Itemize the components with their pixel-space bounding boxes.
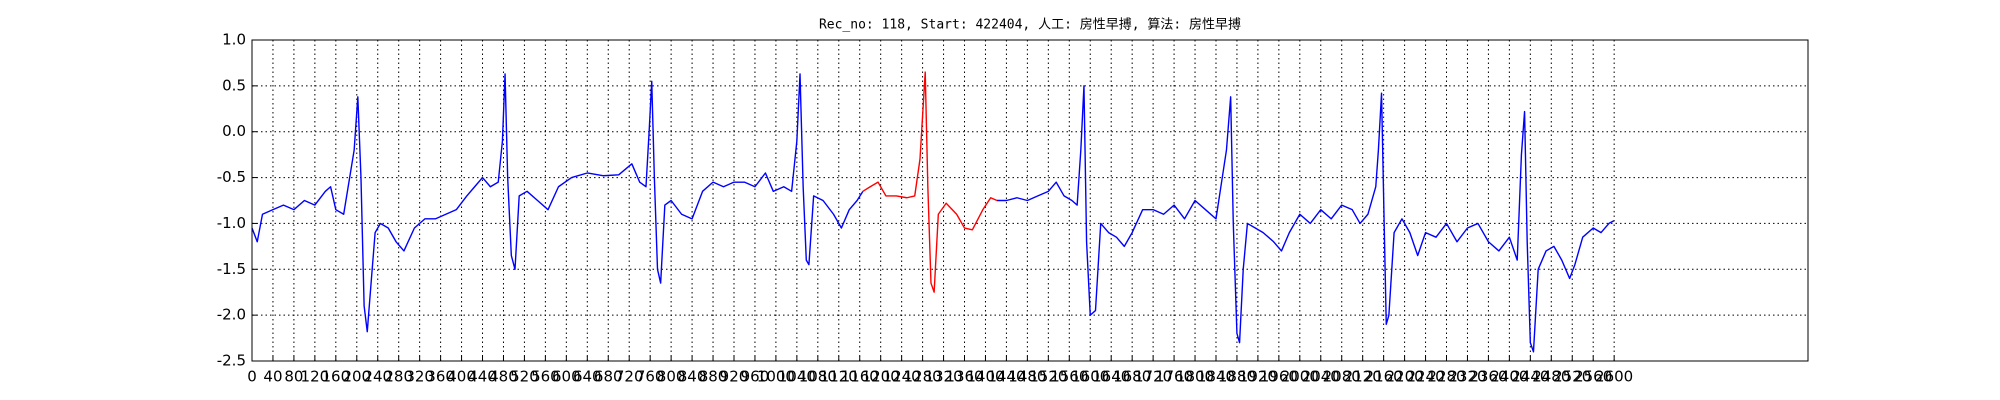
x-tick-label: 1400 [966, 368, 1004, 386]
y-tick-label: -1.0 [217, 214, 246, 232]
x-tick-label: 0 [247, 368, 257, 386]
x-tick-label: 200 [342, 368, 371, 386]
ecg-line [862, 71, 998, 293]
y-tick-label: -0.5 [217, 168, 246, 186]
x-tick-label: 1200 [862, 368, 900, 386]
chart-title: Rec_no: 118, Start: 422404, 人工: 房性早搏, 算法… [819, 17, 1241, 33]
x-tick-label: 360 [426, 368, 455, 386]
x-tick-label: 1440 [987, 368, 1025, 386]
x-tick-label: 880 [699, 368, 728, 386]
y-tick-label: -2.0 [217, 306, 246, 324]
x-tick-label: 280 [384, 368, 413, 386]
x-tick-label: 1520 [1029, 368, 1067, 386]
x-tick-label: 560 [531, 368, 560, 386]
x-tick-label: 1720 [1134, 368, 1172, 386]
x-tick-label: 1960 [1260, 368, 1298, 386]
x-tick-label: 520 [510, 368, 539, 386]
x-tick-label: 2040 [1302, 368, 1340, 386]
x-tick-label: 1320 [924, 368, 962, 386]
x-tick-label: 840 [678, 368, 707, 386]
x-tick-label: 2320 [1448, 368, 1486, 386]
x-tick-label: 2120 [1344, 368, 1382, 386]
x-tick-label: 2160 [1365, 368, 1403, 386]
x-tick-label: 2360 [1469, 368, 1507, 386]
x-tick-label: 1600 [1071, 368, 1109, 386]
x-tick-label: 1880 [1218, 368, 1256, 386]
y-tick-label: 1.0 [222, 31, 246, 49]
x-tick-label: 1840 [1197, 368, 1235, 386]
x-tick-label: 2520 [1553, 368, 1591, 386]
x-tick-label: 2400 [1490, 368, 1528, 386]
x-tick-label: 320 [405, 368, 434, 386]
x-tick-label: 1000 [757, 368, 795, 386]
x-tick-label: 1760 [1155, 368, 1193, 386]
x-tick-label: 1280 [904, 368, 942, 386]
x-tick-label: 1240 [883, 368, 921, 386]
x-tick-label: 2560 [1574, 368, 1612, 386]
x-tick-label: 440 [468, 368, 497, 386]
x-tick-label: 400 [447, 368, 476, 386]
x-tick-label: 480 [489, 368, 518, 386]
x-tick-label: 2080 [1323, 368, 1361, 386]
x-tick-label: 800 [657, 368, 686, 386]
ecg-line [251, 73, 864, 333]
x-tick-label: 1640 [1092, 368, 1130, 386]
y-tick-label: 0.5 [222, 76, 246, 94]
x-tick-label: 40 [263, 368, 282, 386]
x-tick-label: 720 [615, 368, 644, 386]
x-tick-label: 2000 [1281, 368, 1319, 386]
y-tick-label: -1.5 [217, 260, 246, 278]
x-tick-label: 960 [741, 368, 770, 386]
x-tick-label: 2240 [1406, 368, 1444, 386]
x-tick-label: 1040 [778, 368, 816, 386]
ecg-line [996, 85, 1615, 353]
x-tick-label: 1080 [799, 368, 837, 386]
x-tick-label: 2440 [1511, 368, 1549, 386]
x-tick-label: 1360 [945, 368, 983, 386]
x-tick-label: 2280 [1427, 368, 1465, 386]
y-tick-label: -2.5 [217, 352, 246, 370]
x-tick-label: 1480 [1008, 368, 1046, 386]
plot-frame [251, 39, 1809, 362]
x-tick-label: 1120 [820, 368, 858, 386]
x-tick-label: 1560 [1050, 368, 1088, 386]
x-tick-label: 1160 [841, 368, 879, 386]
x-tick-label: 1680 [1113, 368, 1151, 386]
x-tick-label: 160 [322, 368, 351, 386]
x-tick-label: 920 [720, 368, 749, 386]
x-tick-label: 240 [363, 368, 392, 386]
x-tick-label: 2480 [1532, 368, 1570, 386]
x-tick-label: 2600 [1595, 368, 1633, 386]
y-tick-label: 0.0 [222, 122, 246, 140]
x-tick-label: 1800 [1176, 368, 1214, 386]
x-tick-label: 760 [636, 368, 665, 386]
x-tick-label: 120 [301, 368, 330, 386]
x-tick-label: 2200 [1385, 368, 1423, 386]
x-tick-label: 600 [552, 368, 581, 386]
x-tick-label: 680 [594, 368, 623, 386]
x-tick-label: 1920 [1239, 368, 1277, 386]
x-tick-label: 80 [284, 368, 303, 386]
x-tick-label: 640 [573, 368, 602, 386]
